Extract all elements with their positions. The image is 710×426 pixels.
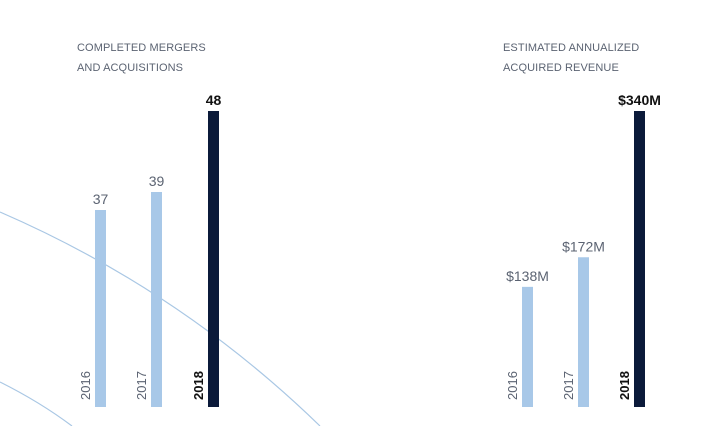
year-label: 2018 [617, 371, 632, 400]
chart-title-mergers: COMPLETED MERGERS AND ACQUISITIONS [77, 38, 206, 78]
bar-2017 [578, 257, 589, 407]
value-label: $138M [506, 268, 549, 284]
bar-2017 [151, 192, 162, 407]
value-label: 37 [93, 191, 109, 207]
year-label: 2018 [191, 371, 206, 400]
bar-2016 [95, 210, 106, 407]
title-line: AND ACQUISITIONS [77, 62, 184, 74]
decorative-curve [0, 211, 321, 426]
value-label: $340M [618, 92, 661, 108]
year-label: 2017 [134, 371, 149, 400]
value-label: 39 [149, 173, 165, 189]
year-label: 2016 [78, 371, 93, 400]
bar-2018 [208, 111, 219, 407]
value-label: $172M [562, 238, 605, 254]
value-label: 48 [206, 92, 222, 108]
chart-title-revenue: ESTIMATED ANNUALIZED ACQUIRED REVENUE [503, 38, 639, 78]
year-label: 2017 [561, 371, 576, 400]
title-line: COMPLETED MERGERS [77, 42, 206, 54]
bar-2018 [634, 111, 645, 407]
year-label: 2016 [505, 371, 520, 400]
title-line: ACQUIRED REVENUE [503, 62, 619, 74]
decorative-curve [0, 381, 73, 426]
bar-2016 [522, 286, 533, 407]
title-line: ESTIMATED ANNUALIZED [503, 42, 640, 54]
